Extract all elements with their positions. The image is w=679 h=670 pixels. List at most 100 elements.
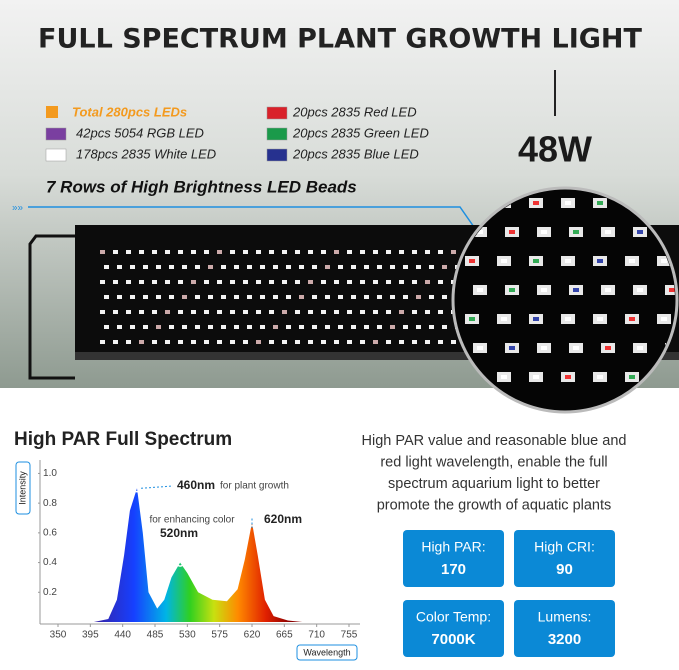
- peak-note: for plant growth: [220, 481, 289, 492]
- led: [442, 325, 447, 329]
- led: [143, 325, 148, 329]
- led: [377, 265, 382, 269]
- led-chip: [477, 288, 483, 292]
- y-label-box: [15, 461, 31, 515]
- led: [321, 340, 326, 344]
- led: [364, 295, 369, 299]
- led: [100, 310, 105, 314]
- led: [347, 310, 352, 314]
- led: [416, 265, 421, 269]
- led: [165, 250, 170, 254]
- y-tick-label: 1.0: [43, 468, 57, 479]
- led: [243, 340, 248, 344]
- led: [152, 310, 157, 314]
- led-chip: [509, 288, 515, 292]
- led: [139, 310, 144, 314]
- led: [247, 325, 252, 329]
- spectrum-area: [93, 488, 303, 622]
- led-chip: [669, 288, 675, 292]
- led: [126, 250, 131, 254]
- led: [425, 250, 430, 254]
- led-chip: [501, 375, 507, 379]
- led-chip: [565, 375, 571, 379]
- spec-box: [514, 600, 615, 657]
- led: [182, 325, 187, 329]
- led: [338, 265, 343, 269]
- spec-box: [514, 530, 615, 587]
- led: [139, 280, 144, 284]
- led: [100, 250, 105, 254]
- led: [217, 340, 222, 344]
- led-chip: [533, 375, 539, 379]
- led: [390, 325, 395, 329]
- led: [208, 295, 213, 299]
- led-legend: Total 280pcs LEDs 42pcs 5054 RGB LED 178pc…: [45, 104, 429, 161]
- led-chip: [629, 317, 635, 321]
- led-chip: [541, 288, 547, 292]
- led: [191, 310, 196, 314]
- led-chip: [477, 346, 483, 350]
- y-tick-label: 0.8: [43, 498, 57, 509]
- led: [217, 310, 222, 314]
- led: [295, 250, 300, 254]
- peak-marker: [132, 484, 142, 493]
- led: [143, 265, 148, 269]
- spec-label: High CRI:: [534, 539, 595, 555]
- led: [438, 280, 443, 284]
- led: [451, 250, 456, 254]
- led: [230, 250, 235, 254]
- led: [338, 295, 343, 299]
- led-chip: [469, 317, 475, 321]
- led: [152, 340, 157, 344]
- led: [126, 280, 131, 284]
- led: [195, 325, 200, 329]
- led: [269, 340, 274, 344]
- led-chip: [597, 317, 603, 321]
- led-chip: [605, 288, 611, 292]
- led: [204, 250, 209, 254]
- led: [217, 250, 222, 254]
- led: [373, 280, 378, 284]
- led: [169, 295, 174, 299]
- led: [243, 310, 248, 314]
- led: [308, 310, 313, 314]
- led: [282, 280, 287, 284]
- led: [113, 280, 118, 284]
- led: [156, 265, 161, 269]
- led: [230, 340, 235, 344]
- led-chip: [469, 259, 475, 263]
- led: [386, 280, 391, 284]
- led: [169, 265, 174, 269]
- spec-box: [403, 530, 504, 587]
- led: [377, 325, 382, 329]
- led: [412, 340, 417, 344]
- led: [247, 265, 252, 269]
- led: [425, 340, 430, 344]
- led: [360, 310, 365, 314]
- led: [230, 310, 235, 314]
- led: [377, 295, 382, 299]
- led: [130, 295, 135, 299]
- led: [282, 340, 287, 344]
- led-chip: [533, 259, 539, 263]
- led: [204, 340, 209, 344]
- led-chip: [501, 259, 507, 263]
- led: [442, 295, 447, 299]
- led: [299, 265, 304, 269]
- legend-label: 42pcs 5054 RGB LED: [76, 125, 204, 140]
- led: [165, 280, 170, 284]
- led-chip: [597, 375, 603, 379]
- power: 48W: [518, 129, 592, 170]
- led: [126, 310, 131, 314]
- led: [104, 295, 109, 299]
- led-chip: [573, 230, 579, 234]
- spec-value: 90: [556, 561, 573, 578]
- led: [165, 340, 170, 344]
- led-chip: [661, 317, 667, 321]
- legend-label: 20pcs 2835 Blue LED: [292, 146, 419, 161]
- led-chip: [573, 288, 579, 292]
- led: [234, 295, 239, 299]
- led: [373, 310, 378, 314]
- led-chip: [637, 346, 643, 350]
- led: [104, 265, 109, 269]
